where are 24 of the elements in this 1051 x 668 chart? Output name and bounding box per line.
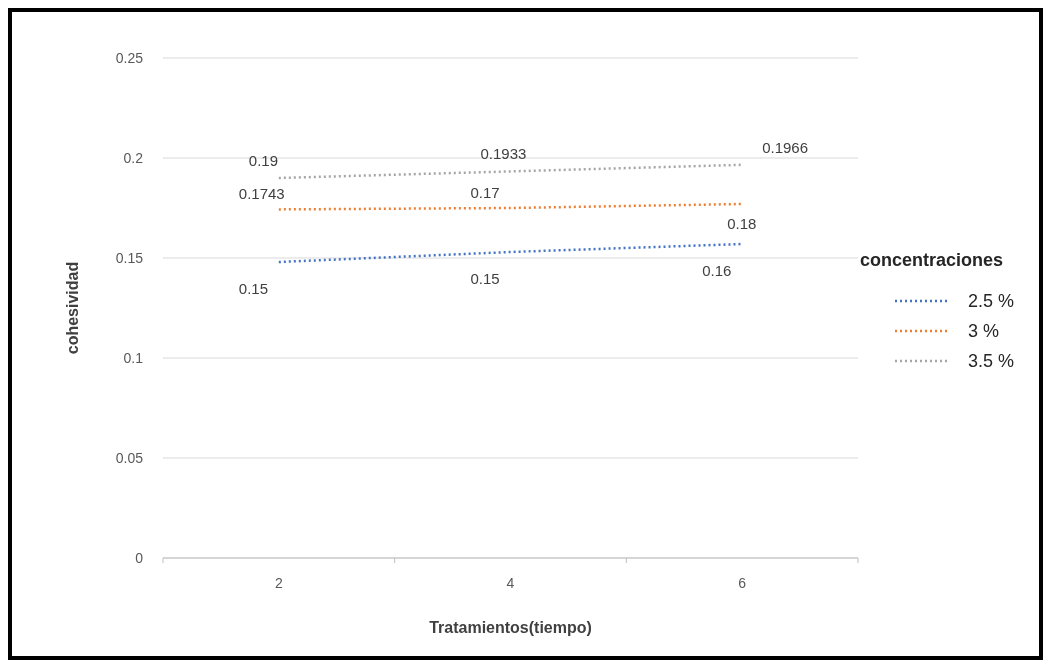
- legend-title: concentraciones: [860, 250, 1004, 270]
- y-tick-label: 0.2: [123, 150, 144, 166]
- y-tick-label: 0: [135, 550, 144, 566]
- y-axis-title: cohesividad: [64, 261, 81, 355]
- data-label: 0.18: [727, 215, 757, 232]
- y-tick-label: 0.1: [123, 350, 144, 366]
- data-label: 0.1743: [238, 185, 285, 203]
- data-label: 0.16: [702, 262, 732, 279]
- x-axis-title: Tratamientos(tiempo): [429, 619, 592, 636]
- legend-label: 3 %: [968, 321, 1000, 341]
- data-label: 0.1966: [762, 138, 809, 156]
- data-label: 0.15: [238, 280, 269, 297]
- data-label: 0.15: [470, 270, 500, 287]
- y-tick-label: 0.15: [115, 250, 144, 266]
- legend-label: 3.5 %: [968, 351, 1015, 371]
- data-label: 0.17: [470, 184, 500, 201]
- x-tick-label: 6: [738, 575, 747, 591]
- legend-label: 2.5 %: [968, 291, 1015, 311]
- x-tick-label: 4: [506, 575, 515, 591]
- y-tick-label: 0.05: [115, 450, 144, 466]
- data-label: 0.1933: [480, 145, 527, 163]
- data-label: 0.19: [248, 152, 279, 169]
- x-tick-label: 2: [274, 575, 283, 591]
- y-tick-label: 0.25: [115, 50, 144, 66]
